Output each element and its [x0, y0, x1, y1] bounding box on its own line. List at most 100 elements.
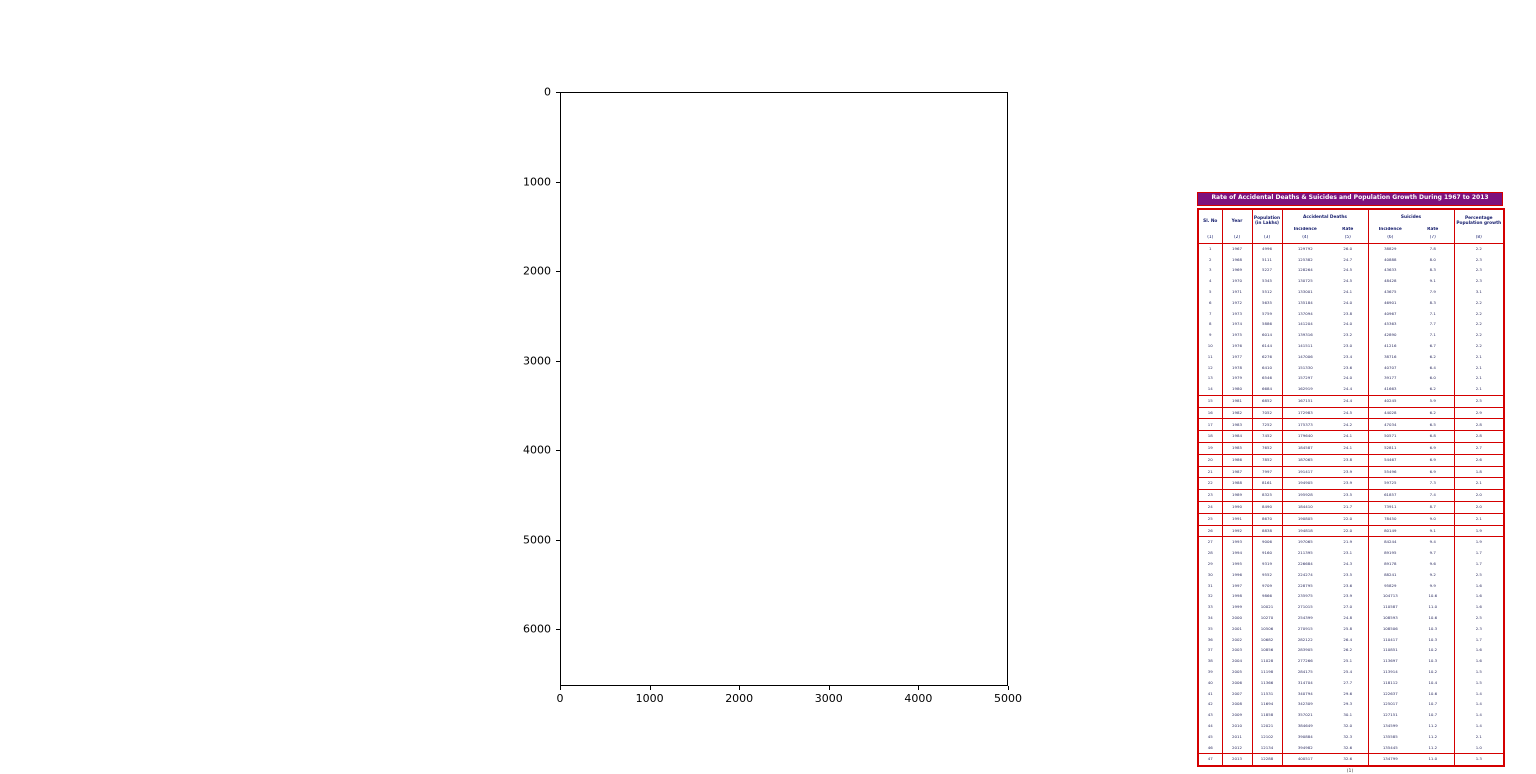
table-cell: 7997 — [1251, 465, 1282, 479]
table-cell: 7.1 — [1429, 310, 1436, 316]
table-cell: 40 — [1207, 679, 1213, 685]
table-cell: 8.0 — [1429, 256, 1436, 262]
table-cell: 2.3 — [1453, 623, 1505, 635]
table-cell: 25.1 — [1343, 658, 1353, 664]
table-cell: 24.4 — [1343, 386, 1353, 392]
table-row: 26 1992 8838 194818 22.0 80149 9.1 1.9 — [1198, 524, 1505, 538]
table-cell: 5512 — [1251, 286, 1282, 298]
table-row: 44 2010 12021 384649 32.0 134599 11.2 1.4 — [1198, 720, 1505, 732]
table-cell: 24.7 — [1343, 256, 1353, 262]
table-cell: 7052 — [1251, 406, 1282, 420]
table-cell: 8 — [1209, 321, 1212, 327]
table-cell: 394982 — [1281, 742, 1328, 754]
table-cell: 6.5 — [1412, 418, 1455, 432]
table-cell: 12102 — [1251, 731, 1282, 743]
column-number: (4) — [1281, 234, 1328, 244]
column-header: Suicides — [1367, 208, 1455, 227]
column-number: (1) — [1198, 234, 1222, 244]
table-cell: 2002 — [1221, 634, 1252, 646]
table-cell: 2.8 — [1453, 430, 1505, 443]
column-number: (3) — [1251, 234, 1282, 244]
table-cell: 2.6 — [1453, 453, 1505, 467]
table-cell: 21.7 — [1328, 500, 1369, 514]
table-row: 13 1979 6546 157297 24.0 39177 6.0 2.1 — [1198, 373, 1505, 384]
table-cell: 134799 — [1367, 753, 1413, 767]
table-cell: 1.6 — [1453, 656, 1505, 667]
table-cell: 40707 — [1367, 362, 1413, 374]
table-cell: 2.8 — [1453, 418, 1505, 432]
column-header: Sl. No — [1203, 218, 1218, 224]
table-cell: 40245 — [1367, 394, 1413, 408]
table-row: 8 1974 5886 141204 24.0 45363 7.7 2.2 — [1198, 319, 1505, 330]
table-cell: 400517 — [1281, 753, 1328, 767]
y-tick-label: 6000 — [523, 622, 551, 636]
table-cell: 9319 — [1251, 558, 1282, 570]
table-cell: 10021 — [1251, 602, 1282, 613]
table-row: 32 1998 9866 235975 23.9 104713 10.6 1.6 — [1198, 591, 1505, 603]
table-cell: 42 — [1207, 701, 1213, 707]
table-cell: 29.3 — [1343, 701, 1353, 707]
table-cell: 139316 — [1281, 329, 1328, 341]
table-cell: 6.8 — [1412, 430, 1455, 443]
sub-column-header: Incidence — [1281, 226, 1328, 235]
table-cell: 46 — [1207, 744, 1213, 750]
table-cell: 1.0 — [1453, 742, 1505, 754]
table-cell: 1991 — [1221, 512, 1252, 526]
table-cell: 190805 — [1281, 512, 1328, 526]
table-cell: 27.0 — [1343, 604, 1353, 610]
table-cell: 147006 — [1281, 351, 1328, 363]
table-cell: 2.5 — [1453, 569, 1505, 581]
table-cell: 20 — [1198, 453, 1222, 467]
table-row: 28 1994 9160 211395 23.1 89195 9.7 1.7 — [1198, 548, 1505, 559]
y-tick-label: 3000 — [523, 354, 551, 367]
table-cell: 2011 — [1221, 731, 1252, 743]
table-cell: 1.4 — [1453, 720, 1505, 732]
table-cell: 2.5 — [1453, 394, 1505, 408]
table-cell: 61857 — [1367, 489, 1413, 502]
table-cell: 314704 — [1281, 677, 1328, 689]
y-tick-mark — [556, 181, 560, 183]
table-cell: 41216 — [1367, 340, 1413, 352]
table-cell: 110851 — [1367, 645, 1413, 657]
table-row: 43 2009 11858 357021 30.1 127151 10.7 1.4 — [1198, 710, 1505, 721]
table-cell: 19 — [1198, 441, 1222, 455]
table-cell: 10.2 — [1428, 669, 1438, 675]
table-cell: 235975 — [1281, 591, 1328, 603]
table-cell: 135585 — [1367, 731, 1413, 743]
table-cell: 23.5 — [1328, 489, 1369, 502]
table-cell: 2.5 — [1453, 612, 1505, 624]
table-cell: 5635 — [1251, 297, 1282, 309]
table-row: 27 1993 9006 197065 21.9 84244 9.4 1.9 — [1198, 536, 1505, 549]
table-row: 38 2004 11028 277266 25.1 113697 10.3 1.6 — [1198, 656, 1505, 667]
table-cell: 11858 — [1251, 710, 1282, 721]
table-cell: 135184 — [1281, 297, 1328, 309]
table-row: 14 1980 6684 162919 24.4 41663 6.2 2.1 — [1198, 383, 1505, 396]
table-cell: 129792 — [1281, 243, 1328, 255]
table-cell: 33 — [1207, 604, 1213, 610]
table-row: 30 1996 9552 224274 23.5 88241 9.2 2.5 — [1198, 569, 1505, 581]
table-cell: 9.0 — [1412, 512, 1455, 526]
table-cell: 1984 — [1221, 430, 1252, 443]
table-cell: 10506 — [1251, 623, 1282, 635]
table-cell: 8490 — [1251, 500, 1282, 514]
table-cell: 95829 — [1367, 580, 1413, 592]
table-cell: 34 — [1207, 615, 1213, 621]
table-cell: 1.7 — [1453, 634, 1505, 646]
table-cell: 141511 — [1281, 340, 1328, 352]
table-cell: 2010 — [1221, 720, 1252, 732]
table-cell: 17 — [1198, 418, 1222, 432]
column-number: (8) — [1453, 234, 1505, 244]
table-cell: 8161 — [1251, 477, 1282, 491]
table-cell: 22 — [1198, 477, 1222, 491]
table-cell: 42890 — [1367, 329, 1413, 341]
table-cell: 2009 — [1221, 710, 1252, 721]
table-row: 16 1982 7052 172983 24.5 44028 6.2 2.9 — [1198, 406, 1505, 420]
table-cell: 22.0 — [1328, 512, 1369, 526]
table-row: 15 1981 6852 167151 24.4 40245 5.9 2.5 — [1198, 394, 1505, 408]
table-cell: 9709 — [1251, 580, 1282, 592]
table-cell: 39177 — [1367, 373, 1413, 384]
table-cell: 167151 — [1281, 394, 1328, 408]
table-cell: 2000 — [1221, 612, 1252, 624]
sub-column-header: Incidence — [1367, 226, 1413, 235]
